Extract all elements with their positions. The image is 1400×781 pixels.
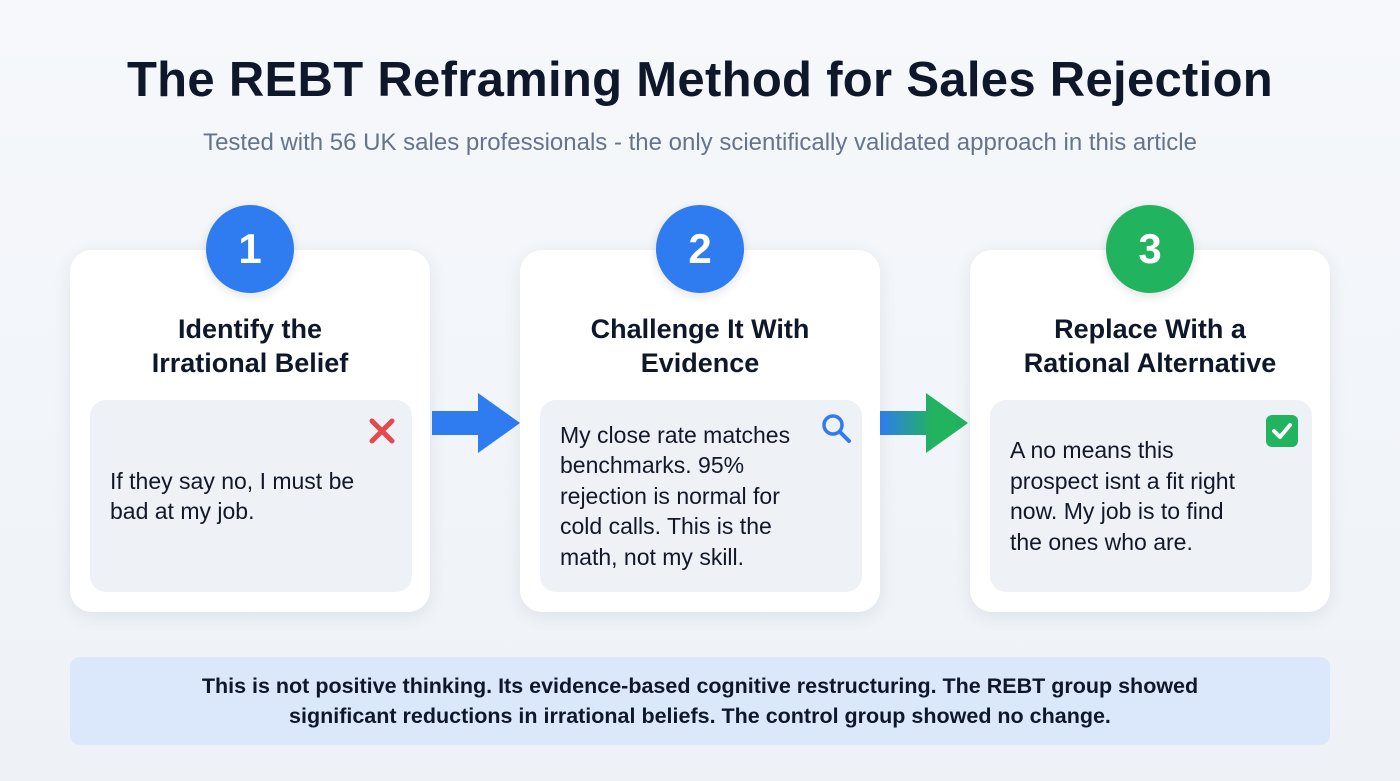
step-number-badge: 3 (1106, 205, 1194, 293)
step-text: A no means this prospect isnt a fit righ… (1010, 437, 1235, 555)
step-card-2: Challenge It With Evidence My close rate … (520, 250, 880, 612)
step-title: Challenge It With Evidence (590, 314, 810, 378)
page-subtitle: Tested with 56 UK sales professionals - … (203, 129, 1197, 156)
page-title: The REBT Reframing Method for Sales Reje… (126, 53, 1274, 107)
x-icon (369, 418, 395, 444)
step-text: My close rate matches benchmarks. 95% re… (560, 421, 791, 570)
step-card-3: Replace With a Rational Alternative A no … (970, 250, 1330, 612)
summary-note: This is not positive thinking. Its evide… (70, 657, 1330, 745)
evidence-box: My close rate matches benchmarks. 95% re… (540, 400, 862, 592)
step-title: Identify the Irrational Belief (151, 314, 349, 378)
magnifier-icon (822, 414, 851, 443)
step-number-badge: 2 (656, 205, 744, 293)
rational-box: A no means this prospect isnt a fit righ… (990, 400, 1312, 592)
step-text: If they say no, I must be bad at my job. (110, 467, 355, 525)
check-icon (1266, 415, 1298, 447)
belief-box: If they say no, I must be bad at my job. (90, 400, 412, 592)
arrow-right-icon (432, 393, 520, 453)
arrow-right-icon (880, 393, 968, 453)
step-card-1: Identify the Irrational Belief If they sa… (70, 250, 430, 612)
step-number-badge: 1 (206, 205, 294, 293)
step-title: Replace With a Rational Alternative (1023, 314, 1277, 378)
